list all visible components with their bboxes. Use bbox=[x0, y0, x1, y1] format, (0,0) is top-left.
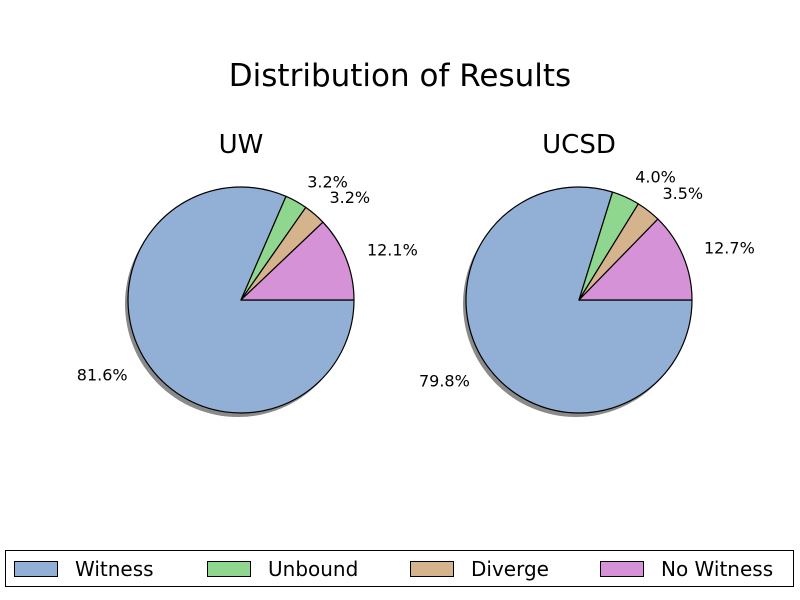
legend-swatch-no-witness bbox=[600, 561, 644, 577]
slice-no-witness bbox=[240, 221, 355, 301]
legend-label-witness: Witness bbox=[75, 557, 154, 581]
legend-label-no-witness: No Witness bbox=[661, 557, 774, 581]
legend-swatch-unbound bbox=[207, 561, 251, 577]
pie-title-ucsd: UCSD bbox=[542, 130, 616, 160]
pie-uw: UW 81.6% 3.2%3.2% 12.1% bbox=[77, 130, 418, 417]
pct-label-no-witness: 12.1% bbox=[367, 241, 418, 260]
pie-ucsd: UCSD 79.8% 4.0%3.5% 12.7% bbox=[419, 130, 755, 417]
pct-label-unbound: 4.0% bbox=[635, 168, 676, 187]
pct-label-witness: 81.6% bbox=[77, 365, 128, 384]
legend-swatch-diverge bbox=[410, 561, 454, 577]
pct-label-no-witness: 12.7% bbox=[704, 238, 755, 257]
pie-title-uw: UW bbox=[219, 130, 264, 160]
legend-label-diverge: Diverge bbox=[471, 557, 549, 581]
legend-item-witness: Witness bbox=[14, 559, 154, 579]
pct-label-diverge: 3.2% bbox=[329, 188, 370, 207]
pct-label-diverge: 3.5% bbox=[662, 184, 703, 203]
legend-item-diverge: Diverge bbox=[410, 559, 549, 579]
legend-item-unbound: Unbound bbox=[207, 559, 358, 579]
legend-swatch-witness bbox=[14, 561, 58, 577]
legend-item-no-witness: No Witness bbox=[600, 559, 773, 579]
slice-no-witness bbox=[578, 218, 693, 301]
legend: Witness Unbound Diverge No Witness bbox=[5, 550, 794, 587]
pct-label-unbound: 3.2% bbox=[307, 173, 348, 192]
figure-title: Distribution of Results bbox=[229, 58, 571, 94]
legend-label-unbound: Unbound bbox=[268, 557, 359, 581]
pct-label-witness: 79.8% bbox=[419, 371, 470, 390]
